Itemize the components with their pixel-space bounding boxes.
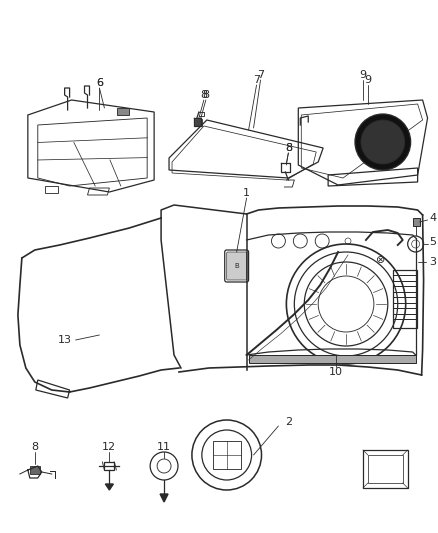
Text: 6: 6 — [96, 78, 103, 88]
Text: 3: 3 — [430, 257, 437, 267]
Text: 5: 5 — [430, 237, 437, 247]
Text: 9: 9 — [364, 75, 371, 85]
Text: 10: 10 — [329, 367, 343, 377]
Bar — [249, 355, 416, 363]
Text: 6: 6 — [96, 78, 103, 88]
Text: 8: 8 — [285, 143, 292, 153]
Polygon shape — [413, 218, 420, 226]
Text: 4: 4 — [430, 213, 437, 223]
Text: 12: 12 — [102, 442, 117, 452]
Polygon shape — [117, 108, 129, 115]
Bar — [363, 450, 408, 488]
Bar — [104, 462, 114, 470]
Polygon shape — [106, 484, 113, 490]
Text: 8: 8 — [200, 90, 208, 100]
Text: B: B — [234, 263, 239, 269]
Text: 13: 13 — [57, 335, 71, 345]
Text: ⊗: ⊗ — [376, 255, 385, 265]
FancyBboxPatch shape — [227, 252, 247, 280]
Text: 7: 7 — [257, 70, 264, 80]
Circle shape — [355, 114, 411, 170]
Text: 1: 1 — [243, 188, 250, 198]
Polygon shape — [160, 494, 168, 502]
Text: 11: 11 — [157, 442, 171, 452]
Bar — [213, 441, 240, 469]
Text: 8: 8 — [31, 442, 39, 452]
Text: 2: 2 — [285, 417, 292, 427]
Bar — [30, 466, 40, 474]
Bar — [368, 455, 403, 483]
Text: 8: 8 — [285, 143, 292, 153]
Text: 9: 9 — [359, 70, 367, 80]
Bar — [195, 119, 202, 126]
Bar — [393, 270, 417, 328]
Circle shape — [361, 120, 405, 164]
Text: 8: 8 — [202, 90, 209, 100]
Text: 7: 7 — [253, 75, 260, 85]
